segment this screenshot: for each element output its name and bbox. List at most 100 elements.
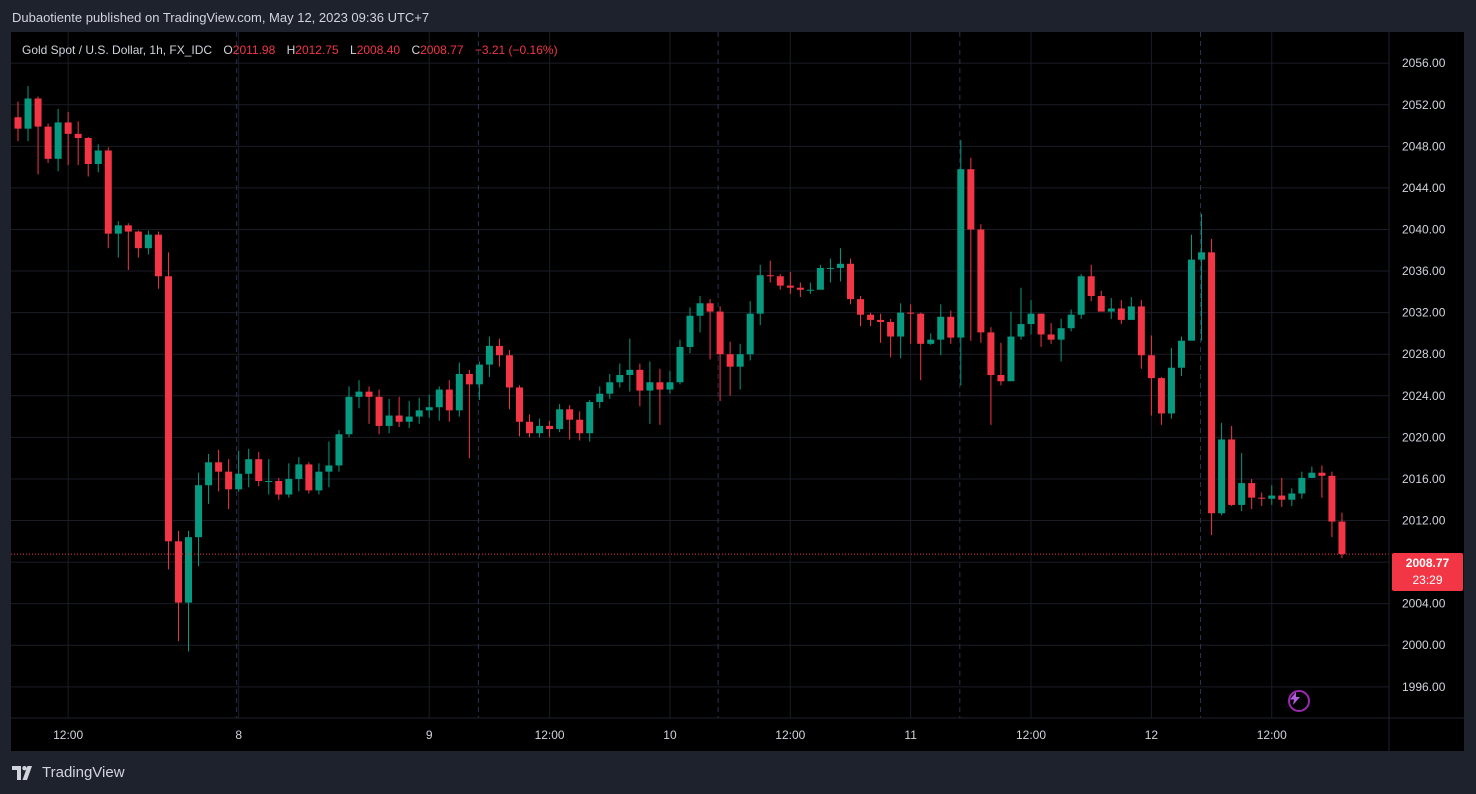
close-label: C (411, 43, 421, 57)
y-tick-label: 2040.00 (1402, 222, 1446, 236)
candle-body (445, 389, 453, 411)
candle-body (646, 382, 654, 391)
candle-body (1208, 252, 1216, 514)
y-tick-label: 2048.00 (1402, 139, 1446, 153)
y-tick-label: 2004.00 (1402, 597, 1446, 611)
y-tick-label: 2036.00 (1402, 264, 1446, 278)
candle-body (475, 364, 483, 385)
candle-body (114, 225, 122, 234)
candle-body (1238, 483, 1246, 505)
candle-body (1298, 477, 1306, 494)
candle-body (375, 396, 383, 426)
candle-body (556, 409, 564, 430)
x-tick-label: 12:00 (1257, 728, 1287, 742)
x-tick-label: 12:00 (535, 728, 565, 742)
symbol-title[interactable]: Gold Spot / U.S. Dollar, 1h, FX_IDC (22, 43, 213, 57)
x-tick-label: 12:00 (1016, 728, 1046, 742)
candle-body (395, 415, 403, 422)
chart-pane[interactable]: 1996.002000.002004.002008.002012.002016.… (11, 32, 1464, 751)
candle-body (365, 391, 373, 397)
candle-body (465, 373, 473, 385)
x-tick-label: 11 (904, 728, 917, 742)
candle-body (1288, 493, 1296, 500)
y-tick-label: 2024.00 (1402, 389, 1446, 403)
candle-body (195, 485, 203, 538)
candle-body (897, 312, 905, 337)
grid-lines (11, 32, 1389, 718)
candle-body (1057, 328, 1065, 340)
candle-body (335, 434, 343, 466)
candle-body (586, 402, 594, 434)
candle-body (485, 345, 493, 365)
y-tick-label: 2032.00 (1402, 306, 1446, 320)
candle-body (1338, 521, 1346, 555)
candle-body (1147, 355, 1155, 379)
bar-countdown: 23:29 (1412, 573, 1443, 587)
candle-body (124, 225, 132, 232)
candlestick-chart[interactable]: 1996.002000.002004.002008.002012.002016.… (11, 32, 1464, 751)
candle-body (606, 382, 614, 394)
y-tick-label: 2000.00 (1402, 638, 1446, 652)
candle-body (1087, 276, 1095, 297)
candle-body (887, 321, 895, 337)
candle-body (846, 263, 854, 300)
candle-body (736, 354, 744, 367)
candle-body (566, 409, 574, 420)
candle-body (967, 169, 975, 230)
candle-body (726, 354, 734, 367)
candle-body (576, 419, 584, 434)
candle-body (776, 276, 784, 286)
x-tick-label: 12 (1145, 728, 1159, 742)
candle-body (947, 316, 955, 338)
candle-body (676, 346, 684, 383)
y-tick-label: 1996.00 (1402, 680, 1446, 694)
footer-brand[interactable]: TradingView (12, 764, 125, 781)
candle-body (295, 464, 303, 479)
candle-body (245, 459, 253, 474)
candle-body (1107, 308, 1115, 312)
candle-body (174, 541, 182, 603)
candle-body (425, 407, 433, 411)
candle-body (1248, 483, 1256, 498)
candle-body (917, 313, 925, 344)
candle-body (1037, 313, 1045, 335)
symbol-legend[interactable]: Gold Spot / U.S. Dollar, 1h, FX_IDC O201… (22, 43, 558, 57)
open-value: 2011.98 (232, 43, 276, 57)
candle-body (907, 312, 915, 314)
candle-body (867, 314, 875, 320)
candle-body (235, 473, 243, 490)
y-tick-label: 2028.00 (1402, 347, 1446, 361)
candle-body (786, 285, 794, 288)
candle-body (1007, 336, 1015, 382)
candle-body (44, 126, 52, 159)
x-tick-label: 9 (426, 728, 433, 742)
candle-body (1188, 259, 1196, 341)
change-value: −3.21 (−0.16%) (474, 43, 558, 57)
candle-body (706, 303, 714, 312)
session-breaks (236, 32, 1202, 718)
candle-body (716, 311, 724, 355)
candle-body (1117, 308, 1125, 320)
lightning-icon[interactable] (1288, 690, 1310, 712)
candle-body (255, 459, 263, 482)
candle-body (225, 471, 233, 490)
candle-body (185, 537, 193, 603)
candle-body (265, 481, 273, 483)
candle-body (1268, 495, 1276, 499)
candle-body (94, 150, 102, 165)
candle-body (205, 462, 213, 486)
close-value: 2008.77 (420, 43, 464, 57)
open-label: O (223, 43, 233, 57)
candle-body (546, 425, 554, 430)
candle-body (495, 345, 503, 356)
candle-body (1077, 276, 1085, 315)
candle-body (455, 373, 463, 411)
candle-body (696, 303, 704, 316)
candle-body (1157, 378, 1165, 414)
candle-body (154, 234, 162, 277)
y-tick-label: 2052.00 (1402, 98, 1446, 112)
candle-body (766, 275, 774, 277)
candle-body (636, 369, 644, 391)
candle-body (345, 396, 353, 435)
candle-body (836, 263, 844, 268)
